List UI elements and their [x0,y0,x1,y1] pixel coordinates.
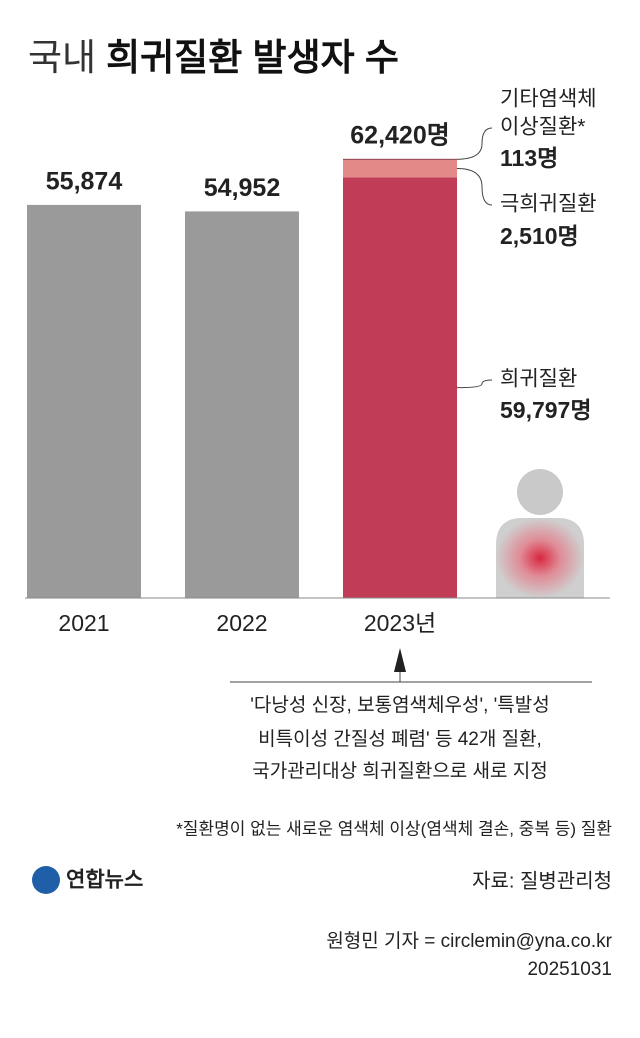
leader-line [456,379,493,389]
segment-value: 2,510명 [500,223,579,249]
value-label: 62,420명 [350,121,449,149]
note-line: 비특이성 간질성 폐렴' 등 42개 질환, [258,728,542,750]
chart-title: 국내 희귀질환 발생자 수 [28,37,399,78]
bar [27,204,141,598]
title-bold: 희귀질환 발생자 수 [106,37,399,78]
segment-name: 기타염색체 [500,88,597,111]
bar [185,211,299,598]
logo-mark [32,866,60,894]
leader-line [456,127,493,160]
segment-value: 113명 [500,145,558,171]
person-head [517,469,563,515]
source: 자료: 질병관리청 [472,869,612,892]
footnote: *질환명이 없는 새로운 염색체 이상(염색체 결손, 중복 등) 질환 [176,819,612,838]
segment-name: 희귀질환 [500,368,577,391]
segment-value: 59,797명 [500,397,592,423]
logo: 연합뉴스 [66,869,143,892]
title-light: 국내 [28,37,96,78]
segment-name: 극희귀질환 [500,193,597,216]
bar-segment [343,158,457,160]
segment-name: 이상질환* [500,116,585,139]
value-label: 55,874 [46,168,123,196]
note-pointer [394,648,406,672]
person-body [496,518,584,598]
x-tick-label: 2021 [58,610,109,636]
credit: 원형민 기자 = circlemin@yna.co.kr [326,930,612,952]
bar-segment [343,177,457,598]
x-tick-label: 2022 [216,610,267,636]
x-tick-label: 2023년 [364,610,436,636]
bar-segment [343,159,457,178]
leader-line [456,167,493,206]
note-line: '다낭성 신장, 보통염색체우성', '특발성 [250,694,549,716]
value-label: 54,952 [204,174,280,202]
note-line: 국가관리대상 희귀질환으로 새로 지정 [252,760,548,782]
credit-date: 20251031 [527,959,612,980]
